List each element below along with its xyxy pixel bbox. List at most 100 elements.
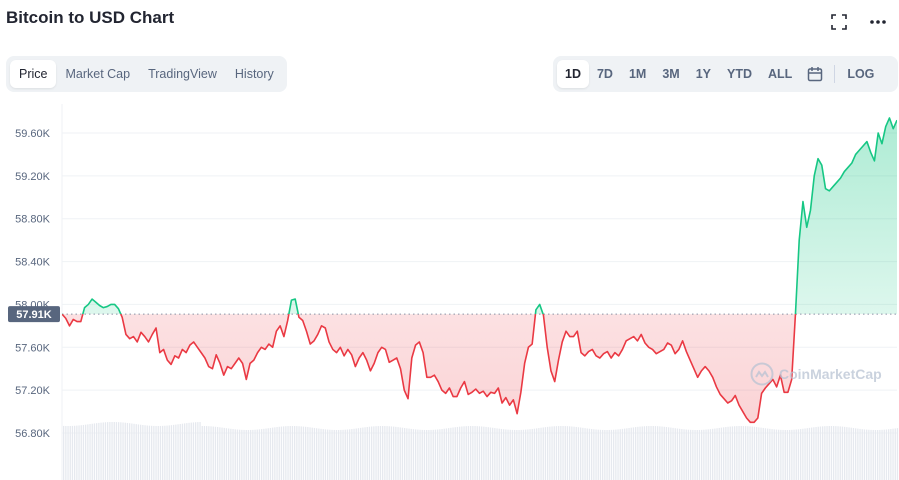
- volume-bar: [89, 424, 91, 480]
- volume-bar: [483, 426, 485, 480]
- volume-bar: [267, 428, 269, 480]
- volume-bar: [201, 426, 203, 480]
- volume-bar: [76, 425, 78, 480]
- volume-bar: [544, 427, 547, 480]
- volume-bar: [863, 429, 866, 480]
- volume-bar: [652, 426, 654, 480]
- volume-bar: [569, 426, 571, 480]
- volume-bar: [531, 428, 533, 480]
- volume-bar: [428, 429, 430, 480]
- volume-bar: [357, 428, 360, 480]
- volume-bar: [681, 429, 683, 480]
- volume-bar: [170, 425, 173, 480]
- range-all[interactable]: ALL: [768, 67, 793, 81]
- volume-bar: [241, 429, 243, 480]
- volume-bar: [280, 426, 283, 480]
- volume-bar: [564, 426, 566, 480]
- volume-bar: [672, 427, 674, 480]
- volume-bar: [487, 427, 489, 480]
- volume-bar: [562, 426, 564, 480]
- volume-bar: [307, 427, 309, 480]
- range-1y[interactable]: 1Y: [695, 67, 712, 81]
- volume-bar: [82, 424, 85, 480]
- volume-bar: [397, 427, 399, 480]
- volume-bar: [676, 428, 679, 480]
- volume-bar: [190, 422, 192, 480]
- volume-bar: [646, 426, 648, 480]
- volume-bar: [720, 427, 723, 480]
- volume-bar: [96, 423, 98, 480]
- volume-bar: [113, 422, 115, 480]
- volume-bar: [333, 429, 335, 480]
- tab-history[interactable]: History: [234, 67, 274, 81]
- volume-bar: [643, 426, 646, 480]
- volume-bar: [522, 429, 525, 480]
- volume-bar: [203, 426, 206, 480]
- volume-bar: [305, 426, 307, 480]
- volume-bar: [168, 425, 170, 480]
- volume-bar: [360, 427, 362, 480]
- volume-bar: [415, 429, 417, 480]
- volume-bar: [318, 428, 320, 480]
- volume-bar: [769, 428, 771, 480]
- volume-bar: [714, 428, 716, 480]
- fullscreen-icon[interactable]: [829, 12, 849, 32]
- volume-bar: [764, 428, 767, 480]
- volume-bar: [883, 429, 885, 480]
- volume-bar: [654, 426, 657, 480]
- volume-bar: [597, 429, 599, 480]
- volume-bar: [186, 423, 188, 480]
- volume-bar: [599, 429, 602, 480]
- chart-title: Bitcoin to USD Chart: [6, 8, 175, 27]
- volume-bar: [661, 426, 663, 480]
- volume-bar: [745, 426, 747, 480]
- volume-bar: [188, 422, 190, 480]
- volume-bar: [894, 428, 896, 480]
- volume-bar: [850, 427, 852, 480]
- range-3m[interactable]: 3M: [662, 67, 680, 81]
- volume-bar: [377, 426, 379, 480]
- volume-bar: [340, 429, 342, 480]
- volume-bar: [419, 429, 421, 480]
- calendar-icon[interactable]: [800, 60, 830, 88]
- volume-bar: [740, 426, 742, 480]
- baseline-label-bg: [8, 306, 60, 323]
- volume-bar: [511, 429, 514, 480]
- volume-bar: [124, 422, 126, 480]
- volume-bar: [674, 428, 676, 480]
- volume-bar: [547, 426, 549, 480]
- volume-bar: [890, 428, 892, 480]
- volume-bar: [311, 427, 313, 480]
- volume-bar: [712, 428, 714, 480]
- volume-bar: [478, 426, 481, 480]
- volume-bar: [848, 427, 850, 480]
- volume-bar: [71, 425, 74, 480]
- volume-bar: [503, 429, 505, 480]
- y-tick-label: 56.80K: [15, 428, 51, 440]
- range-1m[interactable]: 1M: [628, 67, 647, 81]
- volume-bar: [870, 429, 872, 480]
- volume-bar: [742, 426, 745, 480]
- volume-bar: [626, 428, 628, 480]
- volume-bar: [263, 428, 265, 480]
- volume-bar: [265, 428, 267, 480]
- range-ytd[interactable]: YTD: [727, 67, 753, 81]
- volume-bar: [822, 426, 824, 480]
- volume-bar: [826, 426, 828, 480]
- volume-bar: [806, 428, 808, 480]
- volume-bar: [659, 426, 661, 480]
- tab-tradingview[interactable]: TradingView: [148, 67, 217, 81]
- volume-bar: [555, 426, 558, 480]
- tab-market-cap[interactable]: Market Cap: [65, 67, 131, 81]
- volume-bar: [467, 426, 470, 480]
- range-7d[interactable]: 7D: [596, 67, 613, 81]
- log-scale-toggle[interactable]: LOG: [847, 67, 875, 81]
- volume-bar: [586, 428, 588, 480]
- volume-bar: [135, 424, 137, 480]
- volume-bar: [254, 429, 256, 480]
- more-horizontal-icon[interactable]: [868, 12, 888, 32]
- tab-price[interactable]: Price: [10, 60, 57, 88]
- price-chart[interactable]: 59.60K59.20K58.80K58.40K58.00K57.60K57.2…: [0, 96, 899, 480]
- range-1d[interactable]: 1D: [557, 60, 589, 88]
- volume-bar: [663, 426, 665, 480]
